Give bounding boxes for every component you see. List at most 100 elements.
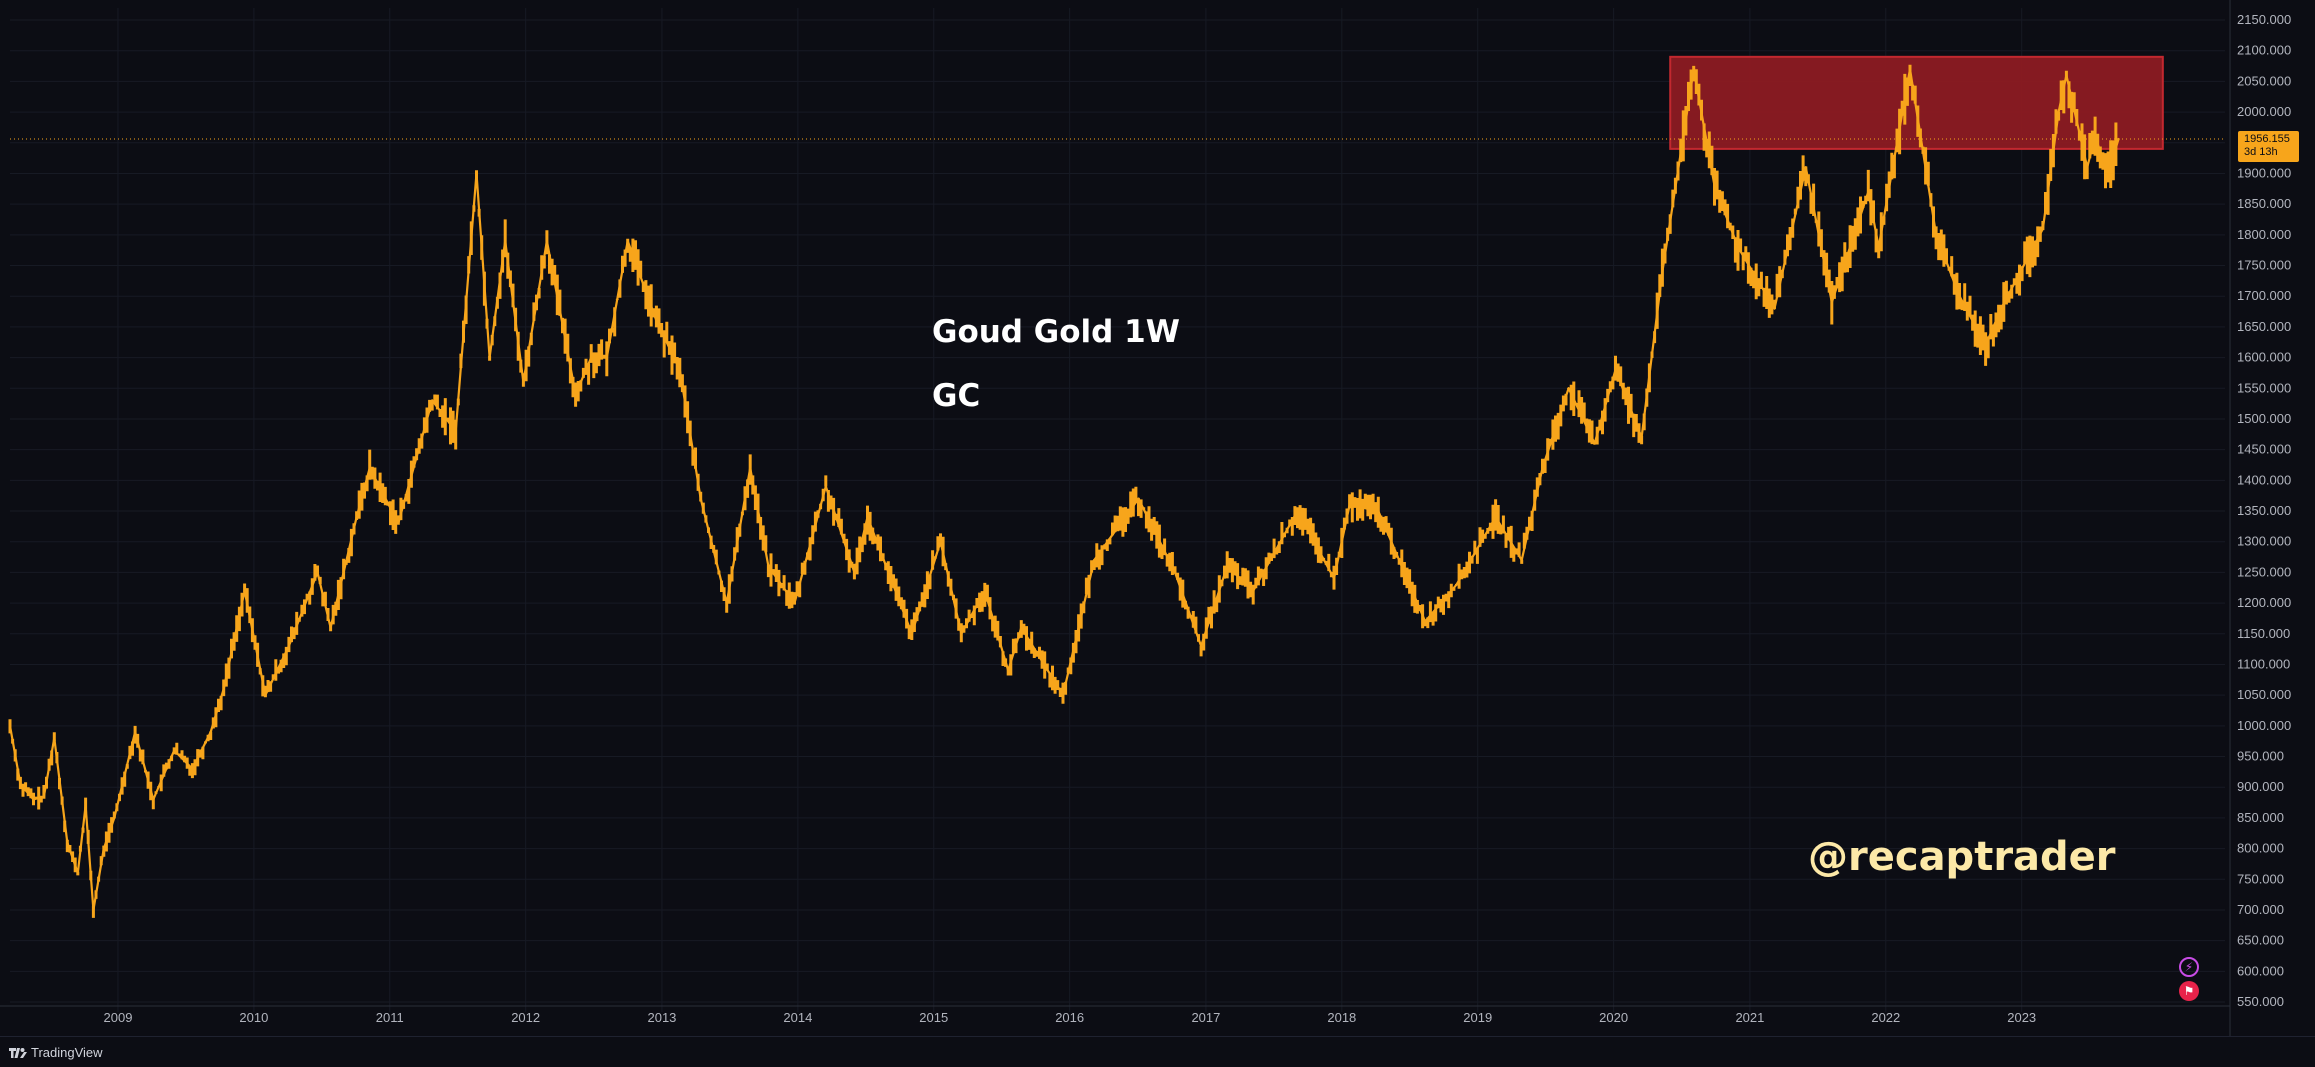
y-tick-label: 1000.000 xyxy=(2237,718,2291,733)
price-point xyxy=(1713,184,1716,187)
price-chart[interactable]: 2150.0002100.0002050.0002000.0001950.000… xyxy=(0,0,2315,1036)
price-point xyxy=(1020,626,1023,629)
watermark-annotation: @recaptrader xyxy=(1808,834,2116,880)
y-tick-label: 750.000 xyxy=(2237,871,2284,886)
price-point xyxy=(767,565,770,568)
price-point xyxy=(1455,583,1458,586)
y-tick-label: 2100.000 xyxy=(2237,43,2291,58)
price-point xyxy=(939,540,942,543)
tradingview-logo-icon xyxy=(9,1047,27,1058)
price-point xyxy=(1226,565,1229,568)
price-point xyxy=(84,804,87,807)
price-point xyxy=(488,356,491,359)
price-point xyxy=(1173,571,1177,574)
price-point xyxy=(626,239,629,243)
price-point xyxy=(66,841,69,844)
price-point xyxy=(209,730,212,734)
price-point xyxy=(504,239,507,243)
y-tick-label: 1700.000 xyxy=(2237,288,2291,303)
x-tick-label: 2016 xyxy=(1055,1010,1084,1025)
price-point xyxy=(287,644,291,648)
price-point xyxy=(1424,620,1427,623)
price-point xyxy=(1773,307,1776,310)
y-tick-label: 800.000 xyxy=(2237,841,2284,856)
price-point xyxy=(1007,669,1010,672)
price-point xyxy=(2057,110,2060,114)
price-point xyxy=(1541,466,1544,470)
price-point xyxy=(1614,368,1617,371)
y-tick-label: 1050.000 xyxy=(2237,687,2291,702)
footer-bar: TradingView xyxy=(0,1036,2315,1067)
price-point xyxy=(1593,442,1596,445)
price-point xyxy=(793,601,796,605)
price-point xyxy=(92,908,95,912)
x-tick-label: 2020 xyxy=(1599,1010,1628,1025)
price-point xyxy=(824,485,827,488)
x-tick-label: 2023 xyxy=(2007,1010,2036,1025)
y-tick-label: 1450.000 xyxy=(2237,442,2291,457)
x-tick-label: 2015 xyxy=(919,1010,948,1025)
price-point xyxy=(2086,166,2089,169)
price-point xyxy=(2093,135,2097,138)
ticker-annotation: GC xyxy=(932,378,981,414)
last-price-label: 1956.155 3d 13h xyxy=(2238,131,2299,162)
x-tick-label: 2011 xyxy=(376,1010,404,1025)
price-point xyxy=(133,730,137,734)
price-point xyxy=(316,571,319,574)
price-point xyxy=(1348,503,1351,507)
price-point xyxy=(678,368,681,371)
x-tick-label: 2021 xyxy=(1735,1010,1764,1025)
price-point xyxy=(1332,577,1336,580)
y-tick-label: 650.000 xyxy=(2237,933,2284,948)
price-point xyxy=(1640,436,1643,439)
price-point xyxy=(522,380,525,384)
y-tick-label: 1850.000 xyxy=(2237,196,2291,211)
flag-icon[interactable]: ⚑ xyxy=(2179,981,2199,1001)
price-point xyxy=(1830,301,1834,304)
chart-background xyxy=(0,0,2315,1036)
y-tick-label: 1800.000 xyxy=(2237,227,2291,242)
price-point xyxy=(853,571,856,574)
lightning-icon[interactable]: ⚡ xyxy=(2179,957,2199,977)
price-point xyxy=(1377,509,1380,513)
chart-title-annotation: Goud Gold 1W xyxy=(932,314,1180,350)
price-point xyxy=(1804,166,1808,169)
y-tick-label: 1150.000 xyxy=(2237,626,2290,641)
y-tick-label: 2150.000 xyxy=(2237,12,2291,27)
price-point xyxy=(173,749,176,752)
x-tick-label: 2019 xyxy=(1463,1010,1492,1025)
price-point xyxy=(1908,67,1912,71)
y-tick-label: 1400.000 xyxy=(2237,472,2291,487)
x-tick-label: 2009 xyxy=(104,1010,133,1025)
price-point xyxy=(32,798,35,801)
price-point xyxy=(2041,227,2045,230)
price-point xyxy=(191,767,194,770)
y-tick-label: 2050.000 xyxy=(2237,73,2291,88)
y-tick-label: 1900.000 xyxy=(2237,165,2291,180)
tradingview-brand[interactable]: TradingView xyxy=(9,1045,103,1060)
x-tick-label: 2012 xyxy=(511,1010,540,1025)
price-point xyxy=(574,393,577,396)
x-tick-label: 2018 xyxy=(1327,1010,1356,1025)
price-point xyxy=(866,515,869,519)
price-point xyxy=(2106,172,2110,175)
price-point xyxy=(749,466,752,470)
y-tick-label: 1250.000 xyxy=(2237,564,2291,579)
x-tick-label: 2017 xyxy=(1191,1010,1220,1025)
price-point xyxy=(1984,344,1987,347)
y-tick-label: 850.000 xyxy=(2237,810,2284,825)
price-point xyxy=(605,356,608,359)
price-point xyxy=(454,430,457,433)
price-point xyxy=(397,522,400,525)
price-point xyxy=(2117,137,2120,141)
price-point xyxy=(264,693,267,697)
y-tick-label: 600.000 xyxy=(2237,963,2284,978)
price-point xyxy=(243,589,246,592)
price-point xyxy=(475,172,478,175)
price-point xyxy=(1934,233,1938,236)
price-point xyxy=(1093,558,1096,562)
y-tick-label: 1750.000 xyxy=(2237,258,2291,273)
price-point xyxy=(1137,497,1140,500)
price-point xyxy=(655,319,658,322)
price-point xyxy=(1252,589,1255,592)
